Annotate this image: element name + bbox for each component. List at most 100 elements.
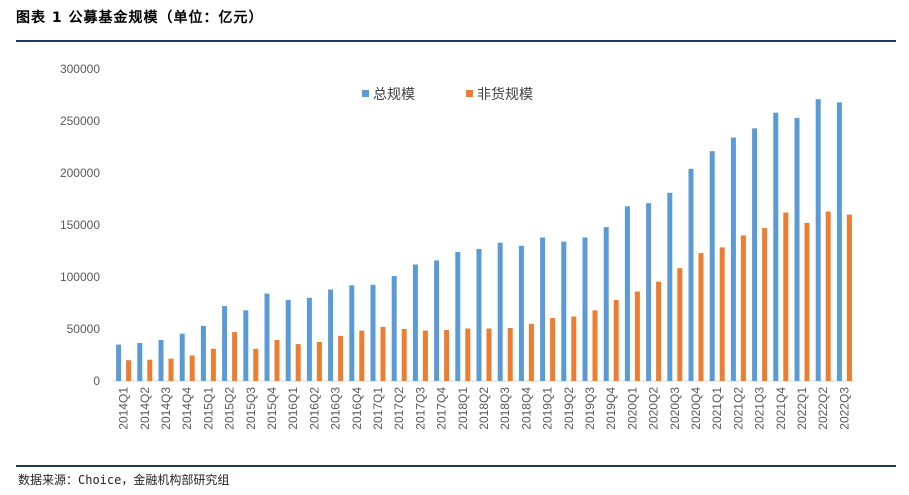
bar-non-monetary (359, 330, 365, 381)
bar-non-monetary (316, 342, 322, 381)
bar-non-monetary (804, 222, 810, 381)
bar-non-monetary (677, 268, 683, 381)
y-tick-label: 50000 (67, 322, 101, 336)
bar-non-monetary (232, 332, 238, 381)
bar-total (773, 112, 779, 381)
bar-non-monetary (698, 253, 704, 381)
y-tick-label: 300000 (60, 62, 100, 76)
bar-total (285, 299, 291, 381)
bottom-divider (16, 465, 896, 467)
x-tick-label: 2015Q2 (223, 387, 237, 430)
bar-total (836, 102, 842, 382)
bar-non-monetary (634, 291, 640, 381)
bar-non-monetary (210, 348, 216, 381)
bar-non-monetary (444, 330, 450, 381)
bar-total (561, 241, 567, 381)
bar-total (794, 117, 800, 382)
x-tick-label: 2014Q2 (138, 387, 152, 430)
bar-non-monetary (592, 310, 598, 381)
bar-total (264, 293, 270, 381)
x-tick-label: 2014Q3 (159, 387, 173, 430)
x-tick-label: 2022Q3 (837, 387, 851, 430)
x-tick-label: 2019Q4 (604, 387, 618, 430)
legend-swatch-total (362, 90, 369, 97)
x-tick-label: 2015Q4 (265, 387, 279, 430)
x-tick-label: 2018Q4 (519, 387, 533, 430)
bar-non-monetary (380, 326, 386, 381)
bar-non-monetary (147, 359, 153, 381)
x-tick-label: 2019Q1 (541, 387, 555, 430)
bar-total (709, 151, 715, 381)
x-tick-label: 2017Q1 (371, 387, 385, 430)
bar-non-monetary (465, 328, 471, 381)
legend-label-total: 总规模 (373, 87, 415, 103)
bar-total (624, 206, 630, 381)
x-tick-label: 2016Q1 (286, 387, 300, 430)
bar-non-monetary (656, 281, 662, 381)
bar-non-monetary (825, 211, 831, 381)
bar-total (200, 325, 206, 381)
x-tick-label: 2020Q2 (647, 387, 661, 430)
bar-total (603, 227, 609, 381)
x-tick-label: 2015Q3 (244, 387, 258, 430)
bar-non-monetary (783, 212, 789, 381)
bar-total (306, 297, 312, 381)
x-tick-label: 2016Q3 (329, 387, 343, 430)
x-tick-label: 2021Q3 (753, 387, 767, 430)
bar-total (328, 289, 334, 381)
bar-non-monetary (613, 299, 619, 381)
bar-total (476, 248, 482, 381)
x-tick-label: 2014Q4 (180, 387, 194, 430)
x-tick-label: 2018Q1 (456, 387, 470, 430)
y-tick-label: 100000 (60, 270, 100, 284)
y-tick-label: 150000 (60, 218, 100, 232)
legend-label-non-monetary: 非货规模 (477, 86, 533, 103)
bar-non-monetary (338, 335, 344, 381)
y-tick-label: 200000 (60, 166, 100, 180)
bar-total (349, 285, 355, 381)
x-tick-label: 2020Q1 (625, 387, 639, 430)
bar-total (455, 252, 461, 381)
bar-total (497, 242, 503, 381)
bar-non-monetary (846, 214, 852, 381)
bar-total (582, 237, 588, 381)
bar-non-monetary (550, 318, 556, 381)
data-source: 数据来源：Choice，金融机构部研究组 (18, 473, 230, 487)
y-tick-label: 250000 (60, 114, 100, 128)
bar-total (179, 333, 185, 381)
bar-total (391, 276, 397, 381)
bar-total (518, 245, 524, 381)
bar-total (116, 344, 122, 381)
bar-total (646, 203, 652, 381)
x-tick-label: 2022Q2 (816, 387, 830, 430)
bar-non-monetary (168, 358, 174, 381)
bar-total (815, 99, 821, 381)
bar-total (730, 137, 736, 381)
bar-non-monetary (486, 328, 492, 381)
x-tick-label: 2020Q3 (668, 387, 682, 430)
bar-total (667, 192, 673, 381)
x-tick-label: 2018Q3 (498, 387, 512, 430)
x-tick-label: 2015Q1 (201, 387, 215, 430)
x-axis: 2014Q1 2014Q2 2014Q3 2014Q4 2015Q1 2015Q2 2015… (113, 380, 855, 430)
bar-total (222, 306, 228, 381)
bars (116, 99, 852, 382)
legend-swatch-non-monetary (466, 90, 473, 97)
bar-non-monetary (571, 316, 577, 381)
bar-chart: 0 50000 100000 150000 200000 250000 300000 201… (60, 62, 855, 430)
y-axis: 0 50000 100000 150000 200000 250000 300000 (60, 62, 100, 388)
x-tick-label: 2016Q2 (307, 387, 321, 430)
bar-total (243, 310, 249, 381)
bar-non-monetary (740, 235, 746, 381)
x-tick-label: 2022Q1 (795, 387, 809, 430)
chart-title: 图表 1 公募基金规模（单位：亿元） (16, 10, 264, 26)
x-tick-label: 2019Q2 (562, 387, 576, 430)
bar-non-monetary (295, 344, 301, 381)
bar-non-monetary (401, 329, 407, 381)
bar-total (752, 128, 758, 381)
bar-non-monetary (189, 355, 195, 381)
top-divider (16, 40, 896, 42)
x-tick-label: 2017Q3 (413, 387, 427, 430)
x-tick-label: 2021Q2 (731, 387, 745, 430)
bar-non-monetary (528, 323, 534, 381)
